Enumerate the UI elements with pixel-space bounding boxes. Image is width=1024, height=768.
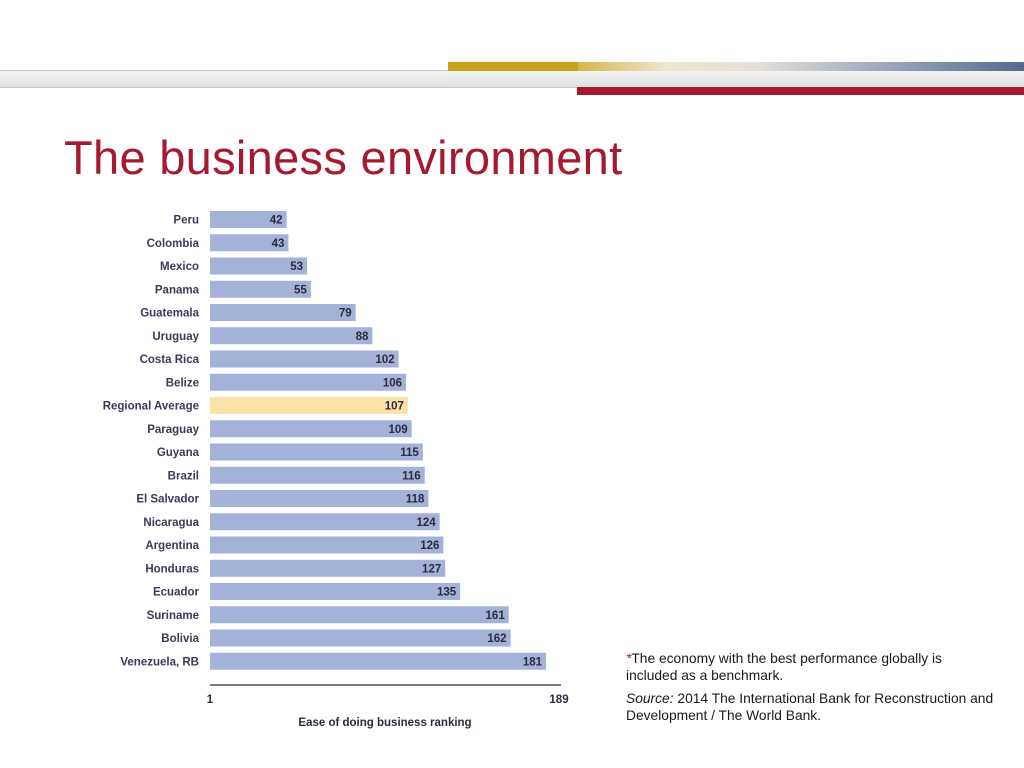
category-label-mexico: Mexico (160, 261, 199, 273)
category-label-uruguay: Uruguay (152, 331, 199, 343)
footnote: *The economy with the best performance g… (626, 651, 994, 731)
value-label-panama: 55 (294, 284, 307, 296)
bar-argentina (210, 536, 444, 554)
category-label-paraguay: Paraguay (147, 424, 199, 436)
value-label-guatemala: 79 (339, 308, 352, 320)
bar-paraguay (210, 420, 412, 438)
bar-costa-rica (210, 350, 399, 368)
x-tick-max: 189 (549, 694, 568, 706)
category-label-belize: Belize (166, 377, 199, 389)
category-label-el-salvador: El Salvador (136, 494, 199, 506)
footnote-source-text: 2014 The International Bank for Reconstr… (626, 691, 994, 723)
bar-el-salvador (210, 490, 429, 507)
bar-guyana (210, 443, 423, 461)
bar-panama (210, 280, 311, 298)
bar-suriname (210, 606, 509, 624)
category-label-costa-rica: Costa Rica (140, 354, 200, 366)
value-label-guyana: 115 (400, 447, 419, 459)
bar-colombia (210, 234, 289, 252)
value-label-belize: 106 (383, 377, 402, 389)
bar-brazil (210, 466, 425, 484)
footnote-benchmark: *The economy with the best performance g… (626, 651, 994, 684)
bar-belize (210, 373, 407, 391)
bar-honduras (210, 559, 446, 577)
bar-peru (210, 211, 287, 228)
header-gray-band-right (448, 71, 1024, 87)
bar-venezuela-rb (210, 652, 547, 670)
x-tick-min: 1 (207, 694, 214, 706)
value-label-brazil: 116 (402, 470, 421, 482)
value-label-el-salvador: 118 (406, 494, 425, 506)
bar-regional-average (210, 397, 408, 414)
bars-group: Peru 42 Colombia 43 Mexico 53 Panama 55 Guatemal… (103, 211, 547, 670)
header-red-band (577, 87, 1024, 95)
x-axis-title: Ease of doing business ranking (298, 717, 471, 729)
category-label-guatemala: Guatemala (140, 308, 199, 320)
value-label-argentina: 126 (420, 540, 439, 552)
footnote-source-label: Source: (626, 691, 674, 706)
header-gold-band (448, 62, 578, 71)
bar-uruguay (210, 327, 373, 345)
category-label-bolivia: Bolivia (161, 633, 199, 645)
value-label-regional-average: 107 (385, 401, 404, 413)
category-label-panama: Panama (155, 284, 200, 296)
value-label-peru: 42 (270, 215, 283, 227)
value-label-ecuador: 135 (437, 587, 457, 599)
footnote-source: Source: 2014 The International Bank for … (626, 691, 994, 724)
value-label-mexico: 53 (290, 261, 303, 273)
category-label-peru: Peru (173, 215, 199, 227)
category-label-argentina: Argentina (145, 540, 199, 552)
ranking-bar-chart: Peru 42 Colombia 43 Mexico 53 Panama 55 Guatemal… (103, 211, 569, 729)
value-label-uruguay: 88 (356, 331, 369, 343)
category-label-guyana: Guyana (157, 447, 200, 459)
footnote-star: * (626, 651, 632, 666)
footnote-benchmark-text: The economy with the best performance gl… (626, 651, 942, 683)
value-label-nicaragua: 124 (416, 517, 436, 529)
slide-title: The business environment (64, 131, 623, 184)
category-label-brazil: Brazil (168, 470, 199, 482)
category-label-nicaragua: Nicaragua (143, 517, 199, 529)
category-label-suriname: Suriname (147, 610, 199, 622)
bar-guatemala (210, 304, 356, 321)
value-label-colombia: 43 (272, 238, 285, 250)
category-label-ecuador: Ecuador (153, 587, 200, 599)
category-label-honduras: Honduras (145, 563, 199, 575)
category-label-venezuela-rb: Venezuela, RB (120, 656, 199, 668)
value-label-venezuela-rb: 181 (523, 656, 543, 668)
bar-nicaragua (210, 513, 440, 531)
category-label-regional-average: Regional Average (103, 401, 199, 413)
value-label-suriname: 161 (486, 610, 506, 622)
value-label-honduras: 127 (422, 563, 441, 575)
bar-ecuador (210, 583, 461, 600)
header-rule-bottom (0, 87, 577, 88)
category-label-colombia: Colombia (147, 238, 200, 250)
header-gradient-band (578, 62, 1024, 71)
bar-bolivia (210, 629, 511, 647)
value-label-paraguay: 109 (388, 424, 407, 436)
bar-mexico (210, 257, 308, 275)
value-label-bolivia: 162 (487, 633, 506, 645)
value-label-costa-rica: 102 (375, 354, 394, 366)
